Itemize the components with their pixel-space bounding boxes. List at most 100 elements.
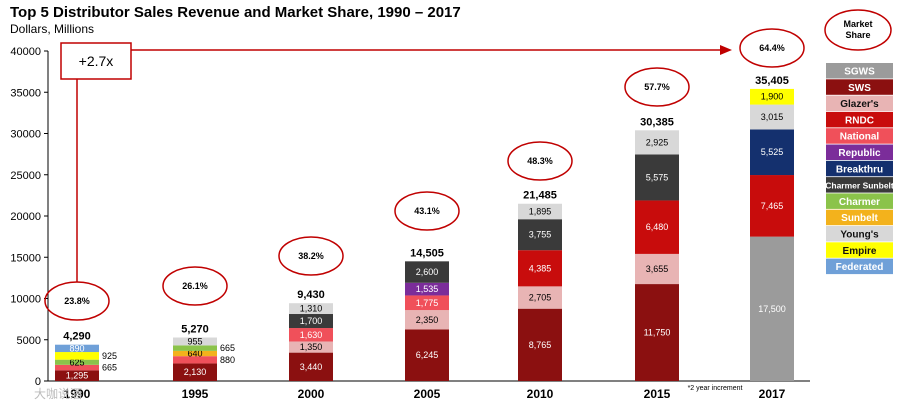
legend-swatch xyxy=(826,160,893,177)
legend-swatch xyxy=(826,193,893,209)
market-share-ellipse xyxy=(394,191,460,231)
bars: 1,2956656259258904,2902,1308806406659555… xyxy=(55,75,794,381)
legend-item-label: RNDC xyxy=(845,115,874,126)
legend-item-label: National xyxy=(840,132,880,143)
segment-value-label: 3,440 xyxy=(300,362,323,372)
segment-value-label: 17,500 xyxy=(758,304,786,314)
multiplier-label: +2.7x xyxy=(79,53,114,69)
y-axis-label: Dollars, Millions xyxy=(10,22,94,36)
x-tick-label: 2010 xyxy=(527,387,554,401)
legend-item-label: SWS xyxy=(848,83,871,94)
segment-value-label: 11,750 xyxy=(644,328,671,338)
bar-total-label: 30,385 xyxy=(640,116,674,128)
market-share-ellipse xyxy=(739,28,805,68)
market-share-label: 48.3% xyxy=(527,156,553,166)
multiplier-box xyxy=(60,42,132,80)
legend-swatch xyxy=(826,63,893,79)
bar-segment xyxy=(55,352,99,360)
market-share-label: 26.1% xyxy=(182,281,208,291)
segment-value-label: 625 xyxy=(69,357,84,367)
bar-total-label: 21,485 xyxy=(523,190,557,202)
chart-title: Top 5 Distributor Sales Revenue and Mark… xyxy=(10,4,461,21)
footnote: *2 year increment xyxy=(688,385,743,392)
segment-value-label: 1,295 xyxy=(66,371,89,381)
legend-swatch xyxy=(826,242,893,258)
bar-total-label: 4,290 xyxy=(63,331,91,343)
segment-value-label: 1,310 xyxy=(300,304,323,314)
bar-segment xyxy=(405,310,449,330)
legend-swatch xyxy=(826,144,893,160)
legend-item-label: Charmer Sunbelt xyxy=(825,181,894,191)
bar-segment xyxy=(518,219,562,251)
bar-segment xyxy=(635,200,679,254)
segment-value-label: 665 xyxy=(102,363,117,373)
bar-segment xyxy=(55,359,99,365)
bar-segment xyxy=(750,88,794,105)
bar-segment xyxy=(635,154,679,201)
bar-total-label: 9,430 xyxy=(297,289,325,301)
bar-total-label: 35,405 xyxy=(755,75,789,87)
legend-item-label: Empire xyxy=(843,246,877,257)
bar-segment xyxy=(289,314,333,329)
watermark: 大咖说酒 xyxy=(34,386,82,401)
segment-value-label: 890 xyxy=(69,343,84,353)
segment-value-label: 5,575 xyxy=(646,172,669,182)
legend-swatch xyxy=(826,79,893,95)
segment-value-label: 2,925 xyxy=(646,137,669,147)
bar-segment xyxy=(518,286,562,309)
legend-item-label: SGWS xyxy=(844,67,875,78)
legend-item-label: Federated xyxy=(836,262,884,273)
y-tick-label: 30000 xyxy=(10,129,41,141)
axes: 0 5000 10000 15000 20000 25000 30000 35000 40000… xyxy=(10,46,810,401)
segment-value-label: 6,245 xyxy=(416,350,439,360)
segment-value-label: 1,350 xyxy=(300,342,323,352)
segment-value-label: 2,350 xyxy=(416,315,439,325)
x-tick-label: 1995 xyxy=(182,387,209,401)
y-tick-label: 25000 xyxy=(10,170,41,182)
bar-segment xyxy=(173,350,217,357)
bar-segment xyxy=(173,337,217,346)
legend-title-ellipse xyxy=(824,9,892,51)
x-tick-label: 2015 xyxy=(644,387,671,401)
legend-item-label: Breakthru xyxy=(836,164,883,175)
segment-value-label: 1,535 xyxy=(416,284,439,294)
segment-value-label: 955 xyxy=(187,336,202,346)
legend-swatch xyxy=(826,209,893,226)
bar-segment xyxy=(405,329,449,381)
legend-swatch xyxy=(826,128,893,144)
legend-swatch xyxy=(826,177,893,193)
growth-arrowhead xyxy=(720,45,732,55)
segment-value-label: 4,385 xyxy=(529,263,552,273)
y-tick-label: 35000 xyxy=(10,87,41,99)
segment-value-label: 5,525 xyxy=(761,147,784,157)
segment-value-label: 3,755 xyxy=(529,230,552,240)
y-tick-label: 20000 xyxy=(10,211,41,223)
x-tick-label: 2005 xyxy=(414,387,441,401)
market-share-label: 23.8% xyxy=(64,296,90,306)
bar-segment xyxy=(289,352,333,381)
y-tick-label: 10000 xyxy=(10,294,41,306)
bar-segment xyxy=(635,284,679,381)
annotations: 23.8% 26.1% 38.2% 43.1% 48.3% 57.7% 64.4% +2.7x… xyxy=(44,28,805,392)
x-tick-label: 2000 xyxy=(298,387,325,401)
x-tick-label: 1990 xyxy=(64,387,91,401)
bar-segment xyxy=(635,130,679,155)
segment-value-label: 1,895 xyxy=(529,206,552,216)
segment-value-label: 665 xyxy=(220,343,235,353)
bar-segment xyxy=(750,104,794,130)
segment-value-label: 3,655 xyxy=(646,264,669,274)
market-share-label: 64.4% xyxy=(759,43,785,53)
bar-segment xyxy=(750,129,794,176)
market-share-ellipse xyxy=(507,141,573,181)
legend-title-line2: Share xyxy=(845,30,870,40)
bar-segment xyxy=(750,175,794,237)
segment-value-label: 1,900 xyxy=(761,92,784,102)
bar-segment xyxy=(635,253,679,285)
bar-segment xyxy=(405,295,449,311)
market-share-label: 43.1% xyxy=(414,206,440,216)
bar-segment xyxy=(289,303,333,315)
bar-segment xyxy=(289,341,333,353)
bar-segment xyxy=(405,282,449,296)
